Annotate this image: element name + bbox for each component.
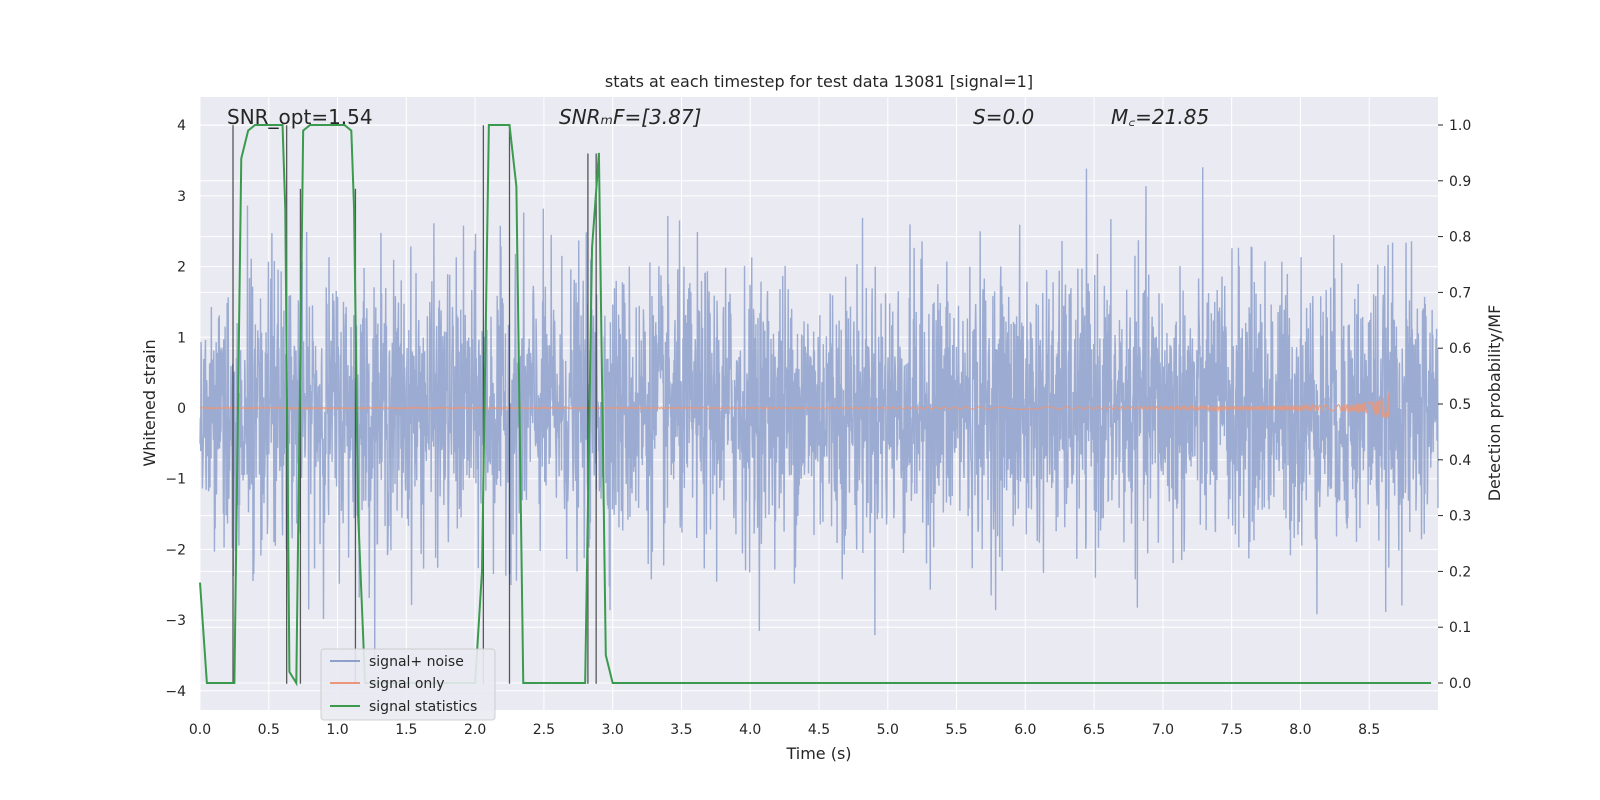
y-right-axis-label: Detection probability/MF [1485, 305, 1504, 502]
legend-label-noise: signal+ noise [369, 654, 464, 670]
y-right-tick-label: 0.4 [1449, 453, 1471, 469]
x-axis-ticks: 0.0 0.5 1.0 1.5 2.0 2.5 3.0 3.5 4.0 4.5 5.0 5.5 6.0 6… [189, 722, 1380, 738]
y-tick-label: 3 [177, 189, 186, 205]
y-tick-label: 0 [177, 401, 186, 417]
mc-annotation: M꜀=21.85 [1111, 105, 1209, 129]
x-tick-label: 3.5 [670, 722, 692, 738]
signal-noise-line [199, 167, 1439, 661]
x-tick-label: 1.0 [326, 722, 348, 738]
x-tick-label: 2.0 [464, 722, 486, 738]
x-tick-label: 0.5 [258, 722, 280, 738]
x-tick-label: 3.0 [602, 722, 624, 738]
x-tick-label: 8.0 [1289, 722, 1311, 738]
s-annotation: S=0.0 [973, 105, 1034, 129]
x-tick-label: 6.5 [1083, 722, 1105, 738]
y-tick-label: −1 [165, 472, 186, 488]
x-tick-label: 4.5 [808, 722, 830, 738]
y-tick-label: −4 [165, 684, 186, 700]
y-axis-label: Whitened strain [140, 339, 159, 466]
y-right-tick-label: 0.9 [1449, 174, 1471, 190]
y-tick-label: 2 [177, 260, 186, 276]
annotations: SNR_opt=1.54 SNRₘF=[3.87] S=0.0 M꜀=21.85 [227, 105, 1209, 129]
x-tick-label: 0.0 [189, 722, 211, 738]
x-tick-label: 5.0 [877, 722, 899, 738]
x-axis-label: Time (s) [785, 744, 851, 763]
y-tick-label: 1 [177, 330, 186, 346]
y-right-tick-label: 1.0 [1449, 118, 1471, 134]
x-tick-label: 5.5 [945, 722, 967, 738]
chart-title: stats at each timestep for test data 130… [605, 72, 1033, 91]
snr-opt-annotation: SNR_opt=1.54 [227, 105, 373, 129]
legend-label-stats: signal statistics [369, 699, 477, 715]
y-tick-label: −3 [165, 613, 186, 629]
y-right-tick-label: 0.5 [1449, 397, 1471, 413]
y-tick-label: −2 [165, 542, 186, 558]
legend: signal+ noise signal only signal statist… [320, 648, 496, 721]
legend-box [320, 648, 496, 721]
y-right-tick-label: 0.7 [1449, 285, 1471, 301]
x-tick-label: 7.5 [1221, 722, 1243, 738]
y-axis-ticks: −4 −3 −2 −1 0 1 2 3 4 [165, 118, 186, 700]
x-tick-label: 8.5 [1358, 722, 1380, 738]
signal-only-series [199, 391, 1391, 419]
y-right-tick-label: 0.0 [1449, 676, 1471, 692]
x-tick-label: 1.5 [395, 722, 417, 738]
y-right-tick-label: 0.3 [1449, 509, 1471, 525]
legend-label-signal: signal only [369, 676, 444, 692]
y-right-tick-label: 0.2 [1449, 564, 1471, 580]
y-right-tick-label: 0.1 [1449, 620, 1471, 636]
x-tick-label: 7.0 [1152, 722, 1174, 738]
snr-mf-annotation: SNRₘF=[3.87] [559, 105, 701, 129]
signal-only-line [199, 391, 1391, 419]
y-right-axis-ticks: 0.0 0.1 0.2 0.3 0.4 0.5 0.6 0.7 0.8 0.9 1.0 [1438, 118, 1471, 692]
y-right-tick-label: 0.6 [1449, 341, 1471, 357]
x-tick-label: 4.0 [739, 722, 761, 738]
signal-noise-series [199, 167, 1439, 661]
x-tick-label: 2.5 [533, 722, 555, 738]
y-right-tick-label: 0.8 [1449, 230, 1471, 246]
x-tick-label: 6.0 [1014, 722, 1036, 738]
y-tick-label: 4 [177, 118, 186, 134]
